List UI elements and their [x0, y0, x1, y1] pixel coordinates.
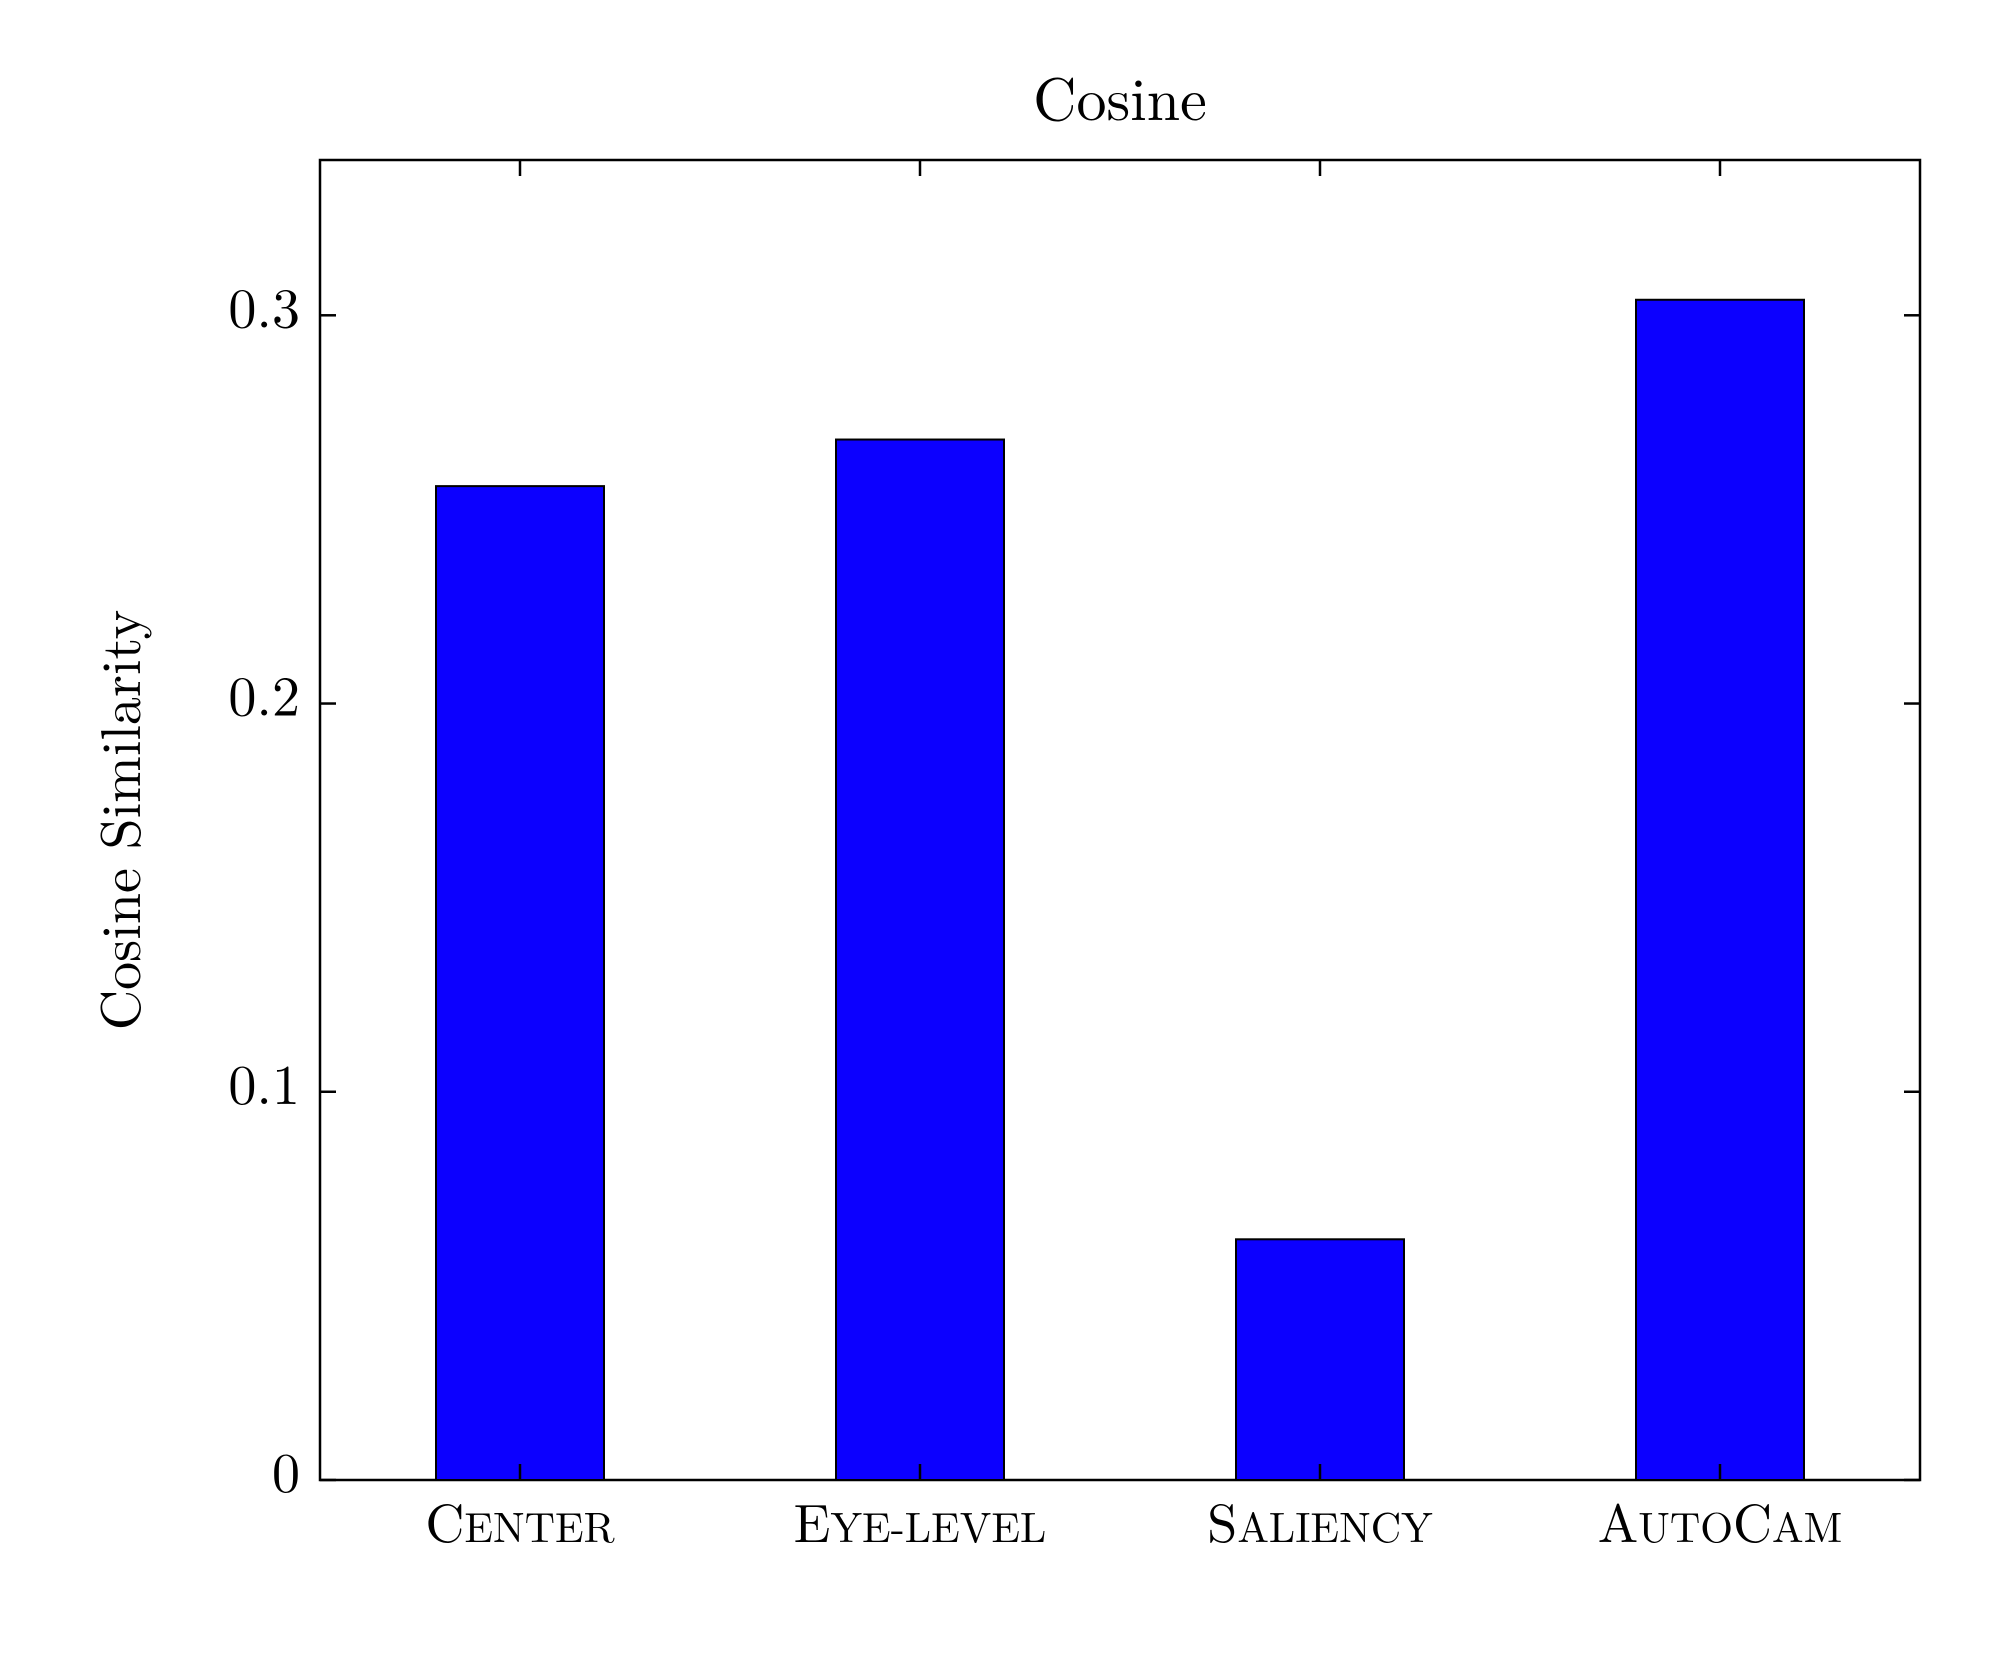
bar [836, 440, 1004, 1480]
bar [1236, 1239, 1404, 1480]
ytick-label: 0.3 [228, 265, 300, 344]
y-axis-label: Cosine Similarity [78, 610, 157, 1031]
ytick-label: 0.1 [228, 1042, 300, 1121]
chart-title: Cosine [1033, 53, 1207, 138]
chart-container: 00.10.20.3CENTEREYE-LEVELSALIENCYAUTOCAM… [0, 0, 2004, 1658]
ytick-label: 0 [272, 1430, 300, 1509]
ytick-label: 0.2 [228, 654, 300, 733]
bar [1636, 300, 1804, 1480]
bar-chart-svg: 00.10.20.3CENTEREYE-LEVELSALIENCYAUTOCAM… [0, 0, 2004, 1658]
bar [436, 486, 604, 1480]
